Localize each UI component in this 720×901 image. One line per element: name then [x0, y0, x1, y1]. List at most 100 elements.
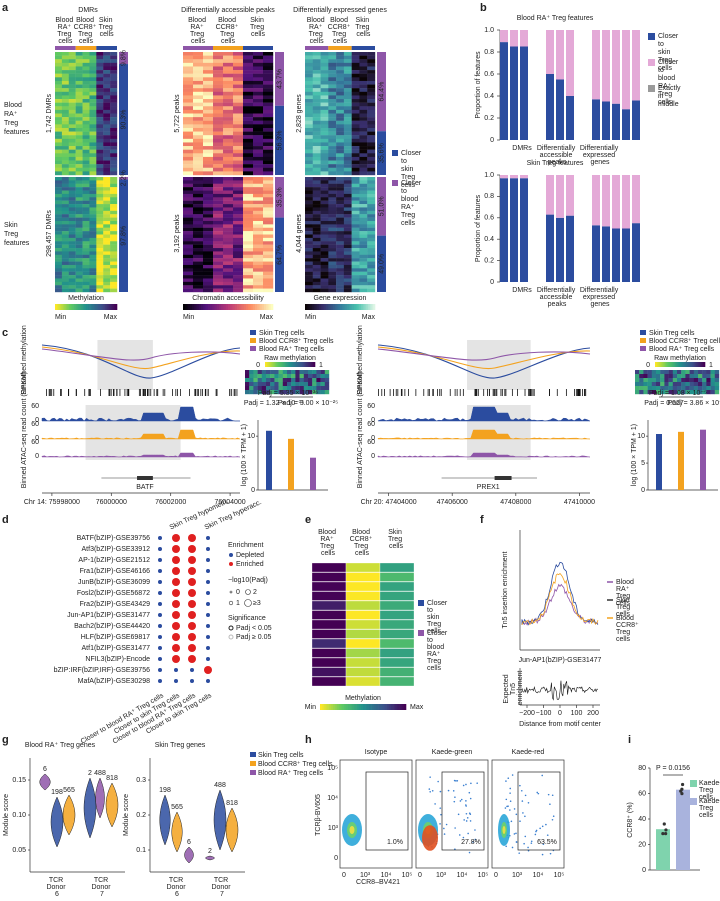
- panel-label: f: [480, 514, 484, 526]
- heatmap-cell: [55, 80, 63, 85]
- heatmap-cell: [336, 99, 345, 103]
- violin: [105, 782, 119, 828]
- heatmap-cell: [343, 237, 352, 242]
- heatmap-cell: [367, 131, 376, 136]
- heatmap-cell: [233, 55, 244, 60]
- heatmap-cell: [243, 285, 254, 289]
- heatmap-cell: [336, 66, 345, 71]
- heatmap-cell: [263, 261, 274, 266]
- heatmap-cell: [253, 258, 264, 262]
- colorbar: [328, 704, 332, 710]
- heatmap-cell: [359, 251, 368, 255]
- heatmap-cell: [203, 224, 214, 228]
- bar: [566, 215, 574, 282]
- facs-dot: [524, 794, 527, 797]
- heatmap-cell: [61, 146, 69, 150]
- heatmap-cell: [68, 131, 76, 136]
- heatmap-cell: [343, 109, 352, 114]
- heatmap-cell: [233, 288, 244, 293]
- colorbar: [340, 304, 343, 310]
- heatmap-cell: [203, 254, 214, 259]
- heatmap-cell: [343, 261, 352, 266]
- heatmap-cell: [68, 102, 76, 107]
- heatmap-cell: [61, 210, 69, 215]
- heatmap-cell: [61, 193, 69, 198]
- heatmap-cell: [193, 258, 204, 262]
- heatmap-cell: [343, 77, 352, 82]
- bar: [602, 226, 610, 282]
- facs-dot: [439, 807, 442, 809]
- heatmap-cell: [672, 374, 678, 379]
- heatmap-cell: [233, 127, 244, 132]
- heatmap-cell: [345, 676, 381, 687]
- heatmap-cell: [660, 386, 665, 391]
- y-tick-label: 60: [31, 439, 39, 446]
- facs-dot: [524, 835, 527, 838]
- heatmap-cell: [82, 251, 90, 255]
- heatmap-cell: [213, 52, 224, 56]
- colorbar: [352, 304, 355, 310]
- heatmap-cell: [183, 193, 194, 198]
- heatmap-cell: [263, 146, 274, 150]
- heatmap-cell: [103, 124, 111, 129]
- colorbar: [270, 304, 274, 310]
- heatmap-cell: [263, 177, 274, 181]
- heatmap-cell: [61, 73, 69, 78]
- colorbar: [303, 362, 306, 367]
- motif-dot: [206, 536, 210, 540]
- heatmap-cell: [367, 84, 376, 89]
- heatmap-cell: [263, 180, 274, 184]
- heatmap-cell: [89, 106, 97, 111]
- heatmap-cell: [68, 214, 76, 218]
- facs-dot: [470, 782, 472, 785]
- legend-swatch: [250, 346, 256, 351]
- heatmap-cell: [336, 288, 345, 293]
- percent: 35.3%: [276, 187, 283, 207]
- heatmap-cell: [328, 183, 337, 188]
- facs-dot: [465, 812, 468, 815]
- heatmap-cell: [253, 278, 264, 283]
- heatmap-cell: [203, 113, 214, 118]
- heatmap-cell: [223, 190, 234, 195]
- heatmap-cell: [243, 88, 254, 92]
- legend-title: Significance: [228, 615, 266, 622]
- colorbar: [324, 704, 327, 710]
- heatmap-cell: [243, 281, 254, 286]
- heatmap-cell: [213, 109, 224, 114]
- motif-dot: [188, 622, 196, 630]
- heatmap-cell: [183, 149, 194, 154]
- heatmap-cell: [343, 88, 352, 92]
- heatmap-cell: [245, 374, 250, 379]
- heatmap-cell: [263, 95, 274, 100]
- heatmap-cell: [367, 204, 376, 208]
- heatmap-cell: [379, 638, 415, 649]
- y-axis-label: Proportion of features: [475, 194, 482, 262]
- heatmap-cell: [213, 95, 224, 100]
- heatmap-cell: [89, 160, 97, 165]
- heatmap-cell: [193, 95, 204, 100]
- colorbar: [109, 304, 112, 310]
- colorbar: [675, 362, 677, 367]
- heatmap-cell: [61, 99, 69, 103]
- heatmap-cell: [89, 183, 97, 188]
- heatmap-cell: [183, 156, 194, 161]
- heatmap-cell: [343, 167, 352, 172]
- heatmap-cell: [96, 258, 104, 262]
- colorbar: [692, 362, 695, 367]
- colorbar: [86, 304, 88, 310]
- facs-dot: [474, 829, 476, 831]
- heatmap-cell: [639, 382, 644, 387]
- bar: [546, 175, 554, 215]
- heatmap-cell: [223, 80, 234, 85]
- heatmap-cell: [257, 386, 262, 391]
- y-tick-label: 10: [637, 433, 645, 440]
- heatmap-cell: [223, 124, 234, 129]
- heatmap-cell: [312, 84, 321, 89]
- heatmap-cell: [359, 77, 368, 82]
- heatmap-cell: [343, 281, 352, 286]
- heatmap-cell: [110, 200, 118, 205]
- heatmap-cell: [266, 370, 271, 375]
- colorbar: [241, 304, 245, 310]
- heatmap-cell: [351, 204, 360, 208]
- heatmap-cell: [223, 70, 234, 74]
